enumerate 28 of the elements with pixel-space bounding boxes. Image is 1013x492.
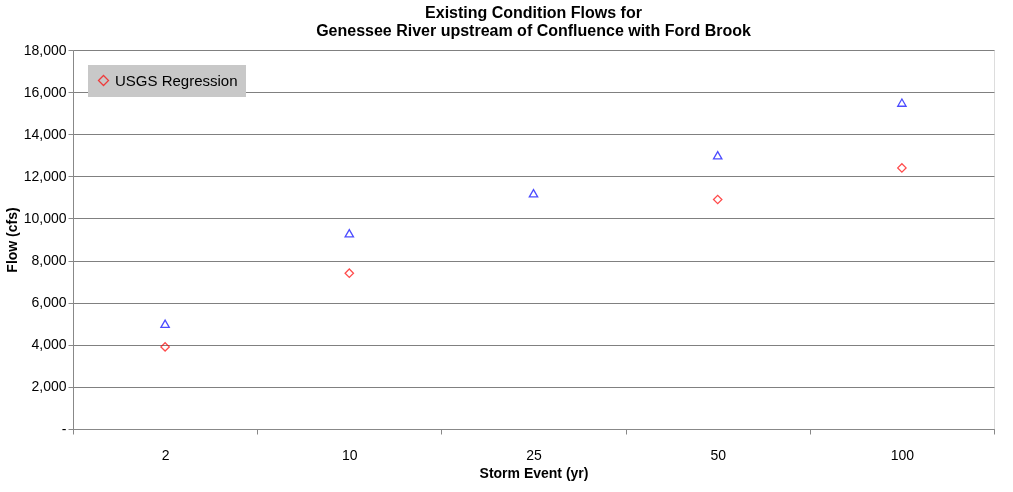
y-tick-label: 6,000 [31, 294, 67, 311]
y-tick-label: 10,000 [23, 209, 67, 226]
x-tick-label: 10 [342, 446, 358, 463]
y-tick-label: 2,000 [31, 378, 67, 395]
point [712, 194, 723, 205]
chart-title: Existing Condition Flows for Genessee River upstream of Confluence with Ford Brook [316, 4, 751, 39]
point [160, 319, 170, 328]
point [160, 342, 170, 352]
y-tick-label: 14,000 [23, 125, 67, 142]
y-axis-title: Flow (cfs) [3, 207, 20, 273]
legend-label: USGS Regression [115, 71, 238, 89]
x-tick-label: 50 [710, 446, 727, 463]
y-tick-label: 18,000 [23, 41, 67, 58]
x-tick-label: 100 [890, 446, 915, 463]
point [897, 163, 907, 173]
x-tick-label: 25 [526, 446, 542, 463]
point [344, 268, 355, 279]
x-axis-title: Storm Event (yr) [479, 464, 589, 481]
y-tick-label: 12,000 [23, 167, 67, 184]
y-tick-label: 16,000 [23, 83, 67, 100]
y-tick-label: 8,000 [31, 252, 67, 269]
point [712, 151, 723, 160]
x-tick-label: 2 [161, 446, 170, 463]
y-tick-label: 4,000 [31, 336, 67, 353]
point [344, 228, 355, 238]
y-tick-label: - [61, 420, 67, 437]
point [528, 188, 539, 198]
point [897, 98, 907, 107]
